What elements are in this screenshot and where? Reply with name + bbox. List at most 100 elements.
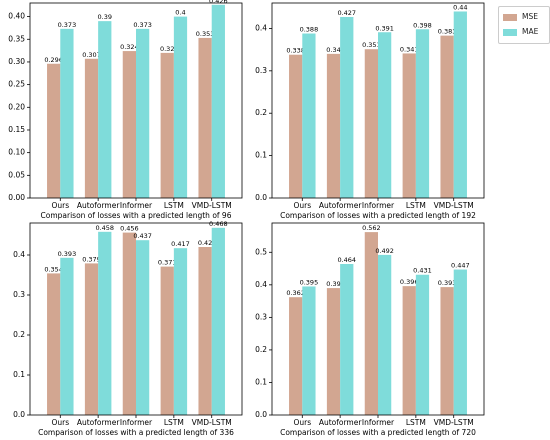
x-tick-label-2: Autoformer — [319, 201, 363, 210]
y-tick-label-4: 0.3 — [13, 290, 25, 299]
x-tick-label-1: Ours — [293, 418, 311, 427]
axes-frame — [29, 222, 243, 416]
bar-mse-5 — [440, 35, 454, 198]
data-label-mse-5: 0.393 — [438, 279, 457, 287]
chart-panel-4: 0.362 0.395 Ours 0.39 0.464 Autoformer 0.562 0.… — [255, 222, 485, 437]
chart-panel-2: 0.338 0.388 Ours 0.34 0.427 Autoformer 0.351 0.… — [255, 2, 485, 220]
bar-mae-4 — [173, 248, 188, 415]
y-tick-label-1: 0.0 — [13, 410, 25, 419]
data-label-mse-1: 0.362 — [286, 289, 305, 297]
chart-title: Comparison of losses with a predicted le… — [280, 428, 476, 437]
chart-title: Comparison of losses with a predicted le… — [280, 211, 476, 220]
y-tick-label-3: 0.2 — [255, 345, 267, 354]
bar-mae-5 — [453, 11, 467, 199]
data-label-mse-5: 0.353 — [196, 30, 215, 38]
bar-mae-4 — [173, 16, 188, 198]
x-tick-label-3: Informer — [120, 418, 153, 427]
chart-panel-3: 0.3540.393Ours0.3790.458Autoformer0.4560… — [13, 220, 243, 437]
bar-mae-2 — [98, 21, 112, 198]
y-tick-label-2: 0.05 — [8, 170, 25, 179]
y-tick-label-4: 0.3 — [255, 312, 267, 321]
x-tick-label-4: LSTM — [164, 201, 184, 210]
data-label-mae-2: 0.427 — [337, 9, 356, 17]
data-label-mae-4: 0.431 — [413, 267, 432, 275]
data-label-mae-5: 0.44 — [453, 3, 467, 11]
data-label-mae-4: 0.398 — [413, 21, 432, 29]
data-label-mae-3: 0.391 — [375, 24, 394, 32]
x-tick-label-5: VMD-LSTM — [192, 418, 232, 427]
x-tick-label-3: Informer — [362, 418, 395, 427]
data-label-mse-5: 0.383 — [438, 28, 457, 36]
bar-mse-4 — [160, 52, 174, 198]
y-tick-label-5: 0.20 — [8, 102, 25, 111]
data-label-mae-1: 0.373 — [58, 21, 77, 29]
bar-mae-4 — [415, 29, 430, 199]
data-label-mae-4: 0.4 — [175, 9, 185, 17]
y-tick-label-1: 0.0 — [255, 410, 267, 419]
y-tick-label-8: 0.35 — [8, 34, 25, 43]
data-label-mse-2: 0.307 — [82, 51, 101, 59]
data-label-mae-2: 0.458 — [95, 224, 114, 232]
bar-mse-2 — [84, 263, 99, 415]
bar-mae-1 — [60, 28, 74, 198]
bar-mse-1 — [289, 54, 303, 198]
bar-mse-1 — [47, 63, 61, 198]
data-label-mse-2: 0.379 — [82, 255, 101, 263]
bar-mae-2 — [98, 231, 112, 415]
x-tick-label-1: Ours — [51, 201, 69, 210]
bar-mae-3 — [136, 240, 150, 415]
legend-item-mse: MSE — [503, 11, 538, 23]
data-label-mse-1: 0.296 — [44, 56, 63, 64]
x-tick-label-2: Autoformer — [319, 418, 363, 427]
data-label-mse-2: 0.34 — [326, 46, 340, 54]
x-tick-label-2: Autoformer — [77, 201, 121, 210]
x-tick-label-3: Informer — [120, 201, 153, 210]
bar-mse-4 — [160, 266, 174, 415]
bar-mae-2 — [340, 16, 354, 198]
bar-mae-5 — [211, 4, 225, 199]
bar-mse-5 — [198, 37, 212, 198]
axes-frame — [271, 222, 485, 416]
data-label-mse-4: 0.341 — [400, 45, 419, 53]
data-label-mse-4: 0.32 — [160, 45, 174, 53]
data-label-mae-2: 0.464 — [337, 256, 356, 264]
x-tick-label-5: VMD-LSTM — [434, 418, 474, 427]
data-label-mae-1: 0.393 — [58, 250, 77, 258]
data-label-mse-3: 0.351 — [362, 41, 381, 49]
bar-mse-3 — [364, 232, 378, 415]
data-label-mae-5: 0.426 — [209, 0, 228, 5]
bar-mse-3 — [364, 49, 378, 199]
bar-mse-5 — [198, 247, 212, 415]
y-tick-label-2: 0.1 — [255, 377, 267, 386]
y-tick-label-1: 0.0 — [255, 193, 267, 202]
data-label-mse-1: 0.338 — [286, 47, 305, 55]
bar-mse-2 — [326, 53, 341, 199]
bar-mse-4 — [402, 53, 416, 199]
x-tick-label-1: Ours — [293, 201, 311, 210]
y-tick-label-1: 0.00 — [8, 193, 25, 202]
y-tick-label-6: 0.25 — [8, 80, 25, 89]
bar-mae-4 — [415, 274, 430, 415]
bar-mae-1 — [302, 286, 316, 415]
data-label-mse-4: 0.396 — [400, 278, 419, 286]
data-label-mse-3: 0.456 — [120, 225, 139, 233]
x-tick-label-5: VMD-LSTM — [434, 201, 474, 210]
y-tick-label-7: 0.30 — [8, 57, 25, 66]
legend-swatch-mse — [503, 13, 517, 21]
x-tick-label-1: Ours — [51, 418, 69, 427]
bar-mae-3 — [136, 28, 150, 198]
chart-panel-1: 0.296 0.373 Ours 0.307 0.39 Autoformer 0.324 0.… — [8, 0, 243, 220]
legend-item-mae: MAE — [503, 26, 538, 38]
data-label-mae-1: 0.395 — [300, 278, 319, 286]
bar-mae-2 — [340, 264, 354, 415]
chart-title: Comparison of losses with a predicted le… — [41, 211, 232, 220]
data-label-mae-3: 0.492 — [375, 247, 394, 255]
y-tick-label-5: 0.4 — [255, 280, 267, 289]
x-tick-label-5: VMD-LSTM — [192, 201, 232, 210]
data-label-mae-3: 0.373 — [133, 21, 152, 29]
bar-mae-1 — [302, 33, 316, 198]
x-tick-label-4: LSTM — [406, 201, 426, 210]
y-tick-label-3: 0.2 — [255, 108, 267, 117]
axes-frame — [29, 2, 243, 199]
